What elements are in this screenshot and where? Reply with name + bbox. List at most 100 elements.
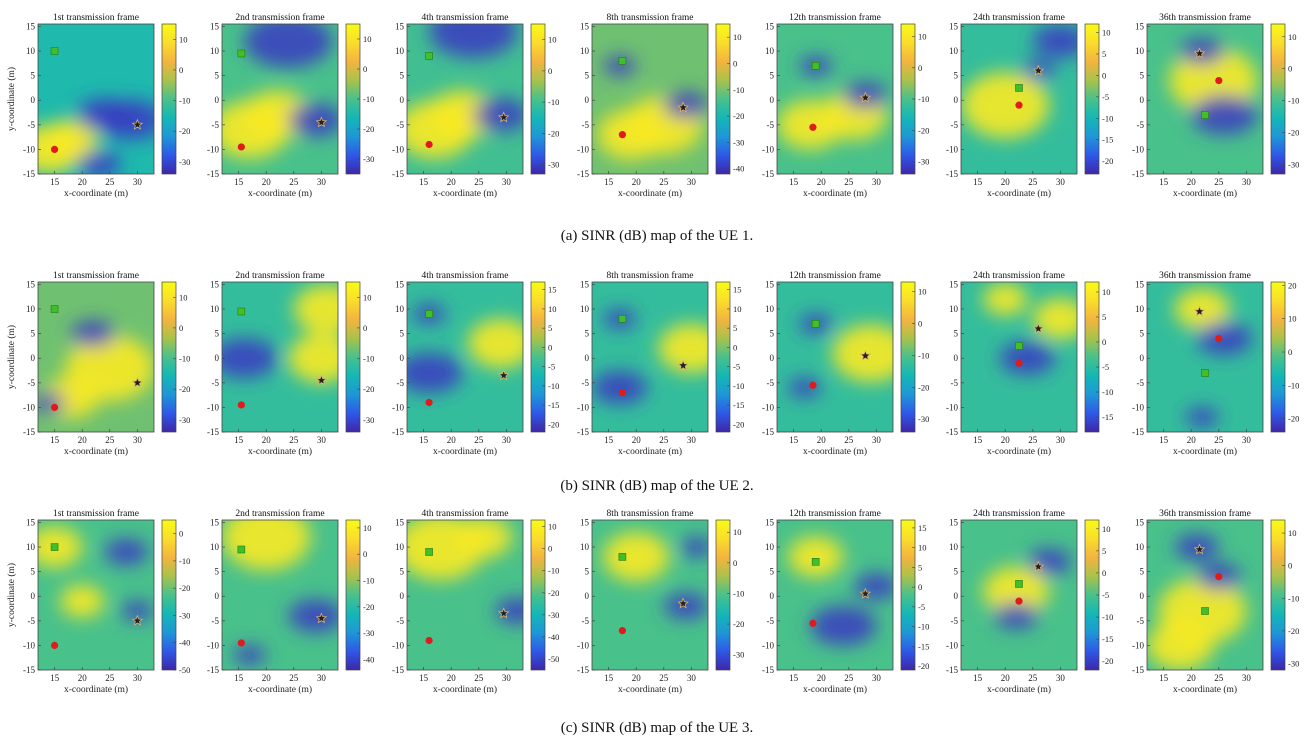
y-tick-label: 15 xyxy=(210,21,220,31)
cold-region xyxy=(71,320,116,347)
panel: 4th transmission frame 15 20 25 30 15 10 5 0 -5 -1… xyxy=(392,508,559,695)
red-dot-marker xyxy=(618,389,626,397)
x-tick-label: 20 xyxy=(78,435,88,445)
x-tick-label: 30 xyxy=(687,673,697,683)
colorbar-tick-label: -5 xyxy=(918,602,925,612)
y-tick-label: -15 xyxy=(392,427,404,437)
axes-box xyxy=(960,23,1078,175)
y-tick-label: 10 xyxy=(395,46,405,56)
figure-row-1: 1st transmission frame 15 20 25 30 15 10 5 0 -5 -1… xyxy=(6,12,1299,244)
axes-box xyxy=(221,519,339,671)
y-tick-label: -10 xyxy=(207,640,219,650)
y-tick-label: -10 xyxy=(762,640,774,650)
hot-region xyxy=(961,72,1050,139)
y-tick-label: -5 xyxy=(767,378,775,388)
cold-region xyxy=(429,24,518,58)
y-tick-label: 15 xyxy=(26,517,36,527)
x-tick-label: 25 xyxy=(105,177,115,187)
y-tick-label: 5 xyxy=(1140,71,1145,81)
y-tick-label: -10 xyxy=(207,402,219,412)
y-tick-label: -5 xyxy=(1137,120,1145,130)
y-tick-label: 15 xyxy=(1135,21,1145,31)
x-tick-label: 20 xyxy=(78,673,88,683)
y-tick-label: 0 xyxy=(215,591,220,601)
y-tick-label: 5 xyxy=(400,71,405,81)
y-tick-label: 15 xyxy=(1135,279,1145,289)
y-tick-label: 10 xyxy=(26,542,36,552)
green-square-marker xyxy=(1201,369,1209,377)
colorbar-tick-label: -40 xyxy=(363,654,374,664)
hot-region xyxy=(983,566,1050,617)
colorbar-tick-label: -20 xyxy=(363,124,374,134)
colorbar-tick-label: 0 xyxy=(1288,64,1292,74)
y-tick-label: 5 xyxy=(1140,329,1145,339)
panel-title: 12th transmission frame xyxy=(789,270,881,281)
y-tick-label: -15 xyxy=(577,427,589,437)
y-tick-label: -15 xyxy=(762,427,774,437)
cold-region xyxy=(1196,321,1252,356)
cold-region xyxy=(104,538,149,566)
star-marker xyxy=(677,359,689,371)
x-tick-label: 15 xyxy=(419,435,429,445)
colorbar-tick-label: 20 xyxy=(1288,280,1297,290)
star-marker xyxy=(859,349,872,361)
sinr-field xyxy=(592,520,708,670)
y-tick-label: 10 xyxy=(765,304,775,314)
star-marker xyxy=(677,101,689,113)
colorbar-tick-label: -10 xyxy=(1102,387,1113,397)
y-tick-label: -10 xyxy=(1132,402,1144,412)
green-square-marker xyxy=(237,49,246,58)
colorbar-tick-label: 5 xyxy=(548,323,552,333)
y-tick-label: 10 xyxy=(1135,46,1145,56)
colorbar-tick-label: -10 xyxy=(548,381,559,391)
x-tick-label: 30 xyxy=(133,673,143,683)
colorbar-tick-label: -30 xyxy=(179,415,190,425)
red-dot-marker xyxy=(425,398,433,407)
cold-region xyxy=(288,103,338,137)
x-tick-label: 20 xyxy=(78,177,88,187)
colorbar-tick-label: 15 xyxy=(548,285,557,295)
x-tick-label: 15 xyxy=(1159,177,1169,187)
red-dot-marker xyxy=(237,401,245,409)
hot-region xyxy=(788,536,844,578)
colorbar-tick-label: 0 xyxy=(918,63,922,73)
colorbar-tick-label: -10 xyxy=(733,588,744,598)
cold-region xyxy=(663,91,708,119)
colorbar xyxy=(900,519,916,671)
y-tick-label: 0 xyxy=(954,95,959,105)
y-tick-label: 10 xyxy=(210,304,220,314)
green-square-marker xyxy=(1015,580,1023,588)
colorbar-tick-label: 5 xyxy=(1102,546,1106,556)
y-tick-label: -10 xyxy=(392,640,404,650)
y-tick-label: -10 xyxy=(23,640,35,650)
y-tick-label: 5 xyxy=(585,567,590,577)
y-tick-label: 10 xyxy=(580,46,590,56)
x-tick-label: 15 xyxy=(1159,435,1169,445)
sinr-field xyxy=(1147,282,1263,432)
colorbar-tick-label: -20 xyxy=(363,384,374,394)
panel-title: 8th transmission frame xyxy=(606,12,693,23)
colorbar-tick-label: -20 xyxy=(1288,128,1299,138)
y-tick-label: 0 xyxy=(585,591,590,601)
colorbar-tick-label: -15 xyxy=(1102,135,1113,145)
x-tick-label: 30 xyxy=(317,673,327,683)
y-tick-label: 10 xyxy=(395,304,405,314)
y-tick-label: 5 xyxy=(400,567,405,577)
x-tick-label: 15 xyxy=(604,673,614,683)
sinr-field xyxy=(407,282,523,432)
x-tick-label: 30 xyxy=(1242,177,1252,187)
hot-region xyxy=(983,282,1028,316)
x-tick-label: 15 xyxy=(50,177,60,187)
colorbar xyxy=(1084,23,1100,175)
x-tick-label: 15 xyxy=(1159,673,1169,683)
green-square-marker xyxy=(425,310,433,318)
y-tick-label: 5 xyxy=(31,567,36,577)
cold-region xyxy=(222,338,278,379)
colorbar-tick-label: -15 xyxy=(548,400,559,410)
y-tick-label: -5 xyxy=(28,616,36,626)
y-tick-label: 10 xyxy=(765,46,775,56)
y-tick-label: -5 xyxy=(582,120,590,130)
x-tick-label: 15 xyxy=(234,673,244,683)
x-axis-label: x-coordinate (m) xyxy=(803,684,867,695)
